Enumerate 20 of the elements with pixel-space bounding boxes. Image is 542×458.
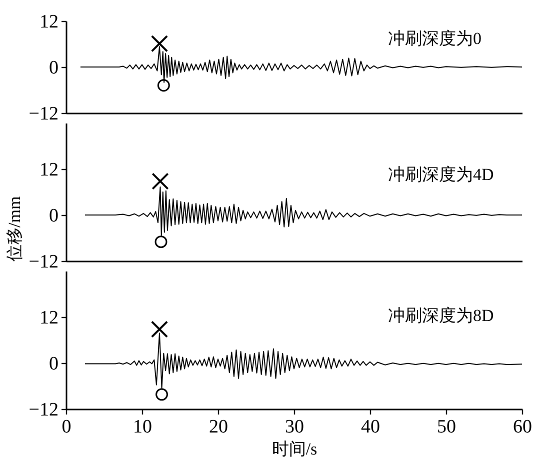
- series-label: 冲刷深度为0: [388, 29, 482, 48]
- y-tick-label: −12: [28, 104, 58, 124]
- y-tick-label: 12: [40, 308, 58, 328]
- text: 冲刷深度为8D: [388, 306, 494, 325]
- x-tick-label: 20: [209, 416, 228, 438]
- x-tick-label: 10: [133, 416, 152, 438]
- y-tick-label: 12: [40, 160, 58, 180]
- y-tick-label: −12: [28, 252, 58, 272]
- x-tick-label: 60: [513, 416, 532, 438]
- y-tick-label: 0: [49, 58, 58, 78]
- x-tick-label: 40: [361, 416, 380, 438]
- x-tick-label: 30: [285, 416, 304, 438]
- x-tick-label: 50: [437, 416, 456, 438]
- y-axis-title: 位移/mm: [4, 196, 24, 262]
- x-axis-title: 时间/s: [272, 440, 318, 458]
- y-tick-label: 0: [49, 206, 58, 226]
- y-tick-label: 0: [49, 354, 58, 374]
- y-tick-label: −12: [28, 400, 58, 420]
- y-tick-label: 12: [40, 12, 58, 32]
- series-label: 冲刷深度为4D: [388, 165, 494, 184]
